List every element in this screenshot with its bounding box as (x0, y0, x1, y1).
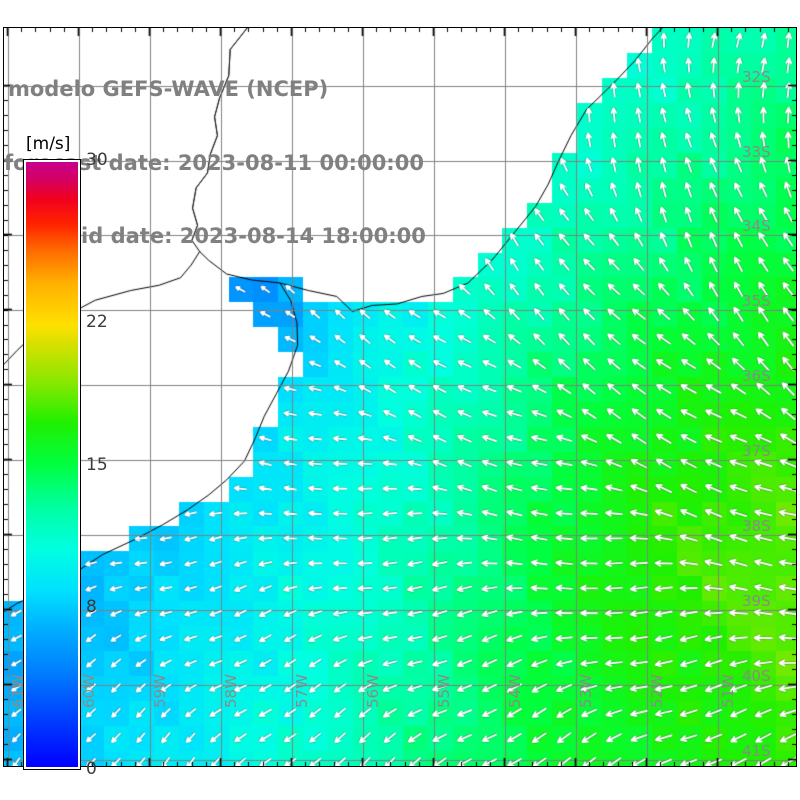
axis-ticks-top (3, 27, 797, 37)
axis-ticks-bottom (3, 757, 797, 767)
colorbar-tick-label: 22 (86, 312, 108, 333)
colorbar-tick-label: 8 (86, 596, 97, 617)
colorbar-gradient (23, 159, 81, 770)
colorbar[interactable] (23, 159, 81, 770)
colorbar-tick-label: 30 (86, 150, 108, 170)
axis-ticks-right (787, 27, 797, 767)
wind-direction-arrows (4, 28, 796, 766)
colorbar-units-label: [m/s] (26, 134, 71, 154)
axis-ticks-left (3, 27, 13, 767)
colorbar-tick-label: 15 (86, 454, 108, 475)
colorbar-tick-label: 0 (86, 759, 97, 779)
map-plot-area[interactable] (3, 27, 797, 767)
